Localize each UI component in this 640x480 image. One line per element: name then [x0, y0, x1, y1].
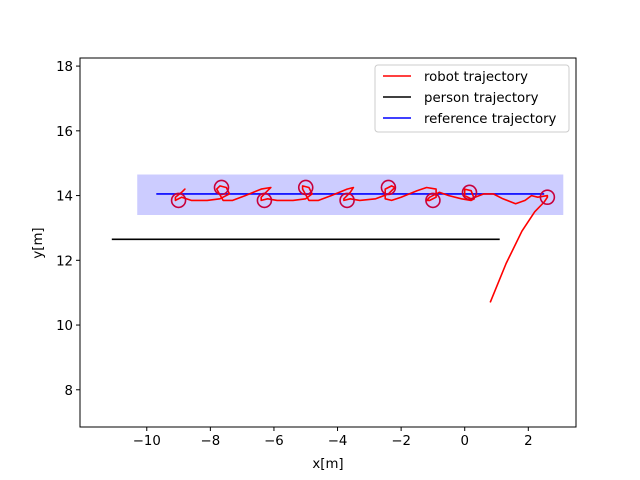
- robot-loop: [339, 192, 355, 209]
- robot-loop: [297, 179, 314, 196]
- axes-frame: [79, 57, 577, 428]
- axes: −10 −8 −6 −4 −2 0 2 8 10 12 14 16 18: [56, 57, 577, 449]
- robot-loop: [170, 192, 187, 209]
- y-tick-label: 10: [56, 319, 73, 334]
- y-tick-label: 14: [56, 190, 73, 205]
- robot-loop: [256, 192, 273, 209]
- legend-label-reference-trajectory: reference trajectory: [424, 112, 557, 127]
- y-tick-label: 12: [56, 254, 73, 269]
- plot-area: [111, 174, 564, 303]
- robot-loop: [461, 184, 478, 201]
- legend-box: [374, 64, 570, 133]
- robot-loop: [425, 192, 441, 209]
- robot-trajectory-line: [174, 185, 549, 303]
- robot-loop: [539, 189, 556, 205]
- x-tick-label: −4: [328, 434, 348, 449]
- y-tick-label: 18: [56, 60, 73, 75]
- y-axis-label: y[m]: [31, 227, 46, 258]
- x-tick-label: −8: [201, 434, 221, 449]
- x-tick-label: −6: [264, 434, 284, 449]
- y-tick-label: 16: [56, 125, 73, 140]
- x-axis-label: x[m]: [312, 457, 343, 472]
- legend-label-robot-trajectory: robot trajectory: [424, 70, 528, 85]
- x-tick-label: 2: [524, 434, 532, 449]
- robot-loop: [380, 179, 397, 196]
- y-tick-label: 8: [65, 384, 73, 399]
- legend: robot trajectory person trajectory referen…: [374, 64, 570, 133]
- x-tick-label: −2: [391, 434, 411, 449]
- robot-loop: [213, 179, 230, 196]
- x-tick-label: 0: [460, 434, 468, 449]
- legend-label-person-trajectory: person trajectory: [424, 91, 539, 106]
- x-tick-label: −10: [133, 434, 161, 449]
